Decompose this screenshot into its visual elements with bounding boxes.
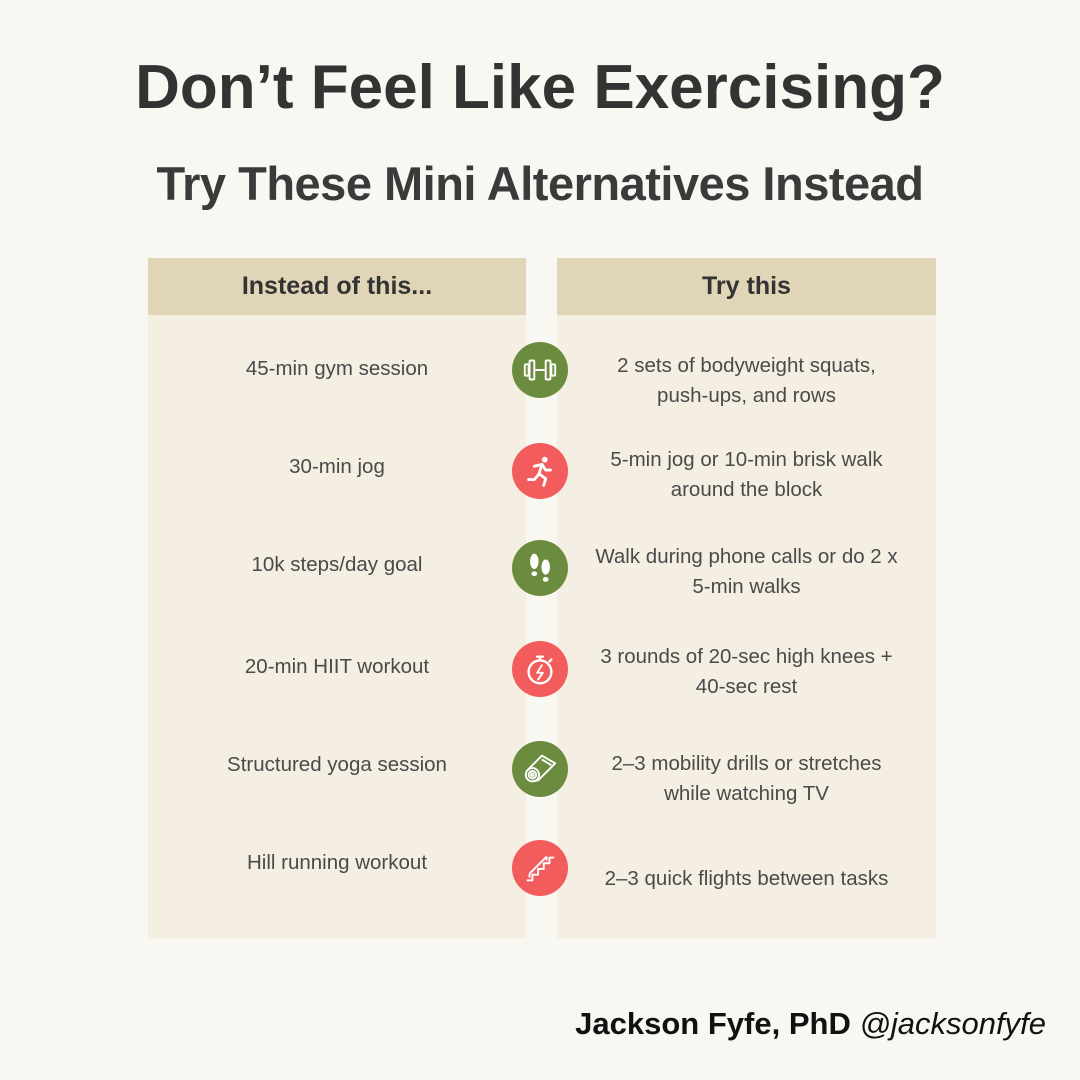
instead-item: 45-min gym session (245, 357, 429, 380)
instead-item: 30-min jog (289, 455, 385, 478)
author-handle: @jacksonfyfe (859, 1006, 1046, 1041)
yoga-mat-icon (512, 741, 568, 797)
instead-column: Instead of this... (148, 258, 526, 938)
try-item: 3 rounds of 20-sec high knees + 40-sec r… (600, 645, 893, 698)
instead-item: Hill running workout (246, 851, 428, 874)
footprints-icon (512, 540, 568, 596)
page-title: Don’t Feel Like Exercising? (135, 53, 945, 122)
page-subtitle: Try These Mini Alternatives Instead (156, 157, 924, 210)
try-column-header: Try this (557, 258, 936, 315)
instead-item: 20-min HIIT workout (244, 655, 430, 678)
instead-column-header: Instead of this... (148, 258, 526, 315)
try-column: Try this (557, 258, 936, 938)
running-icon (512, 443, 568, 499)
author-credit: Jackson Fyfe, PhD @jacksonfyfe (575, 1006, 1046, 1042)
try-item: 2–3 quick flights between tasks (604, 867, 889, 890)
try-item: 5-min jog or 10-min brisk walk around th… (610, 448, 883, 501)
stairs-icon (512, 840, 568, 896)
try-item: 2 sets of bodyweight squats, push-ups, a… (617, 354, 876, 407)
instead-item: Structured yoga session (227, 753, 447, 776)
author-name: Jackson Fyfe, PhD (575, 1006, 851, 1041)
dumbbell-icon (512, 342, 568, 398)
instead-item: 10k steps/day goal (251, 553, 423, 576)
try-item: 2–3 mobility drills or stretches while w… (611, 752, 882, 805)
stopwatch-icon (512, 641, 568, 697)
try-item: Walk during phone calls or do 2 x 5-min … (595, 545, 898, 598)
